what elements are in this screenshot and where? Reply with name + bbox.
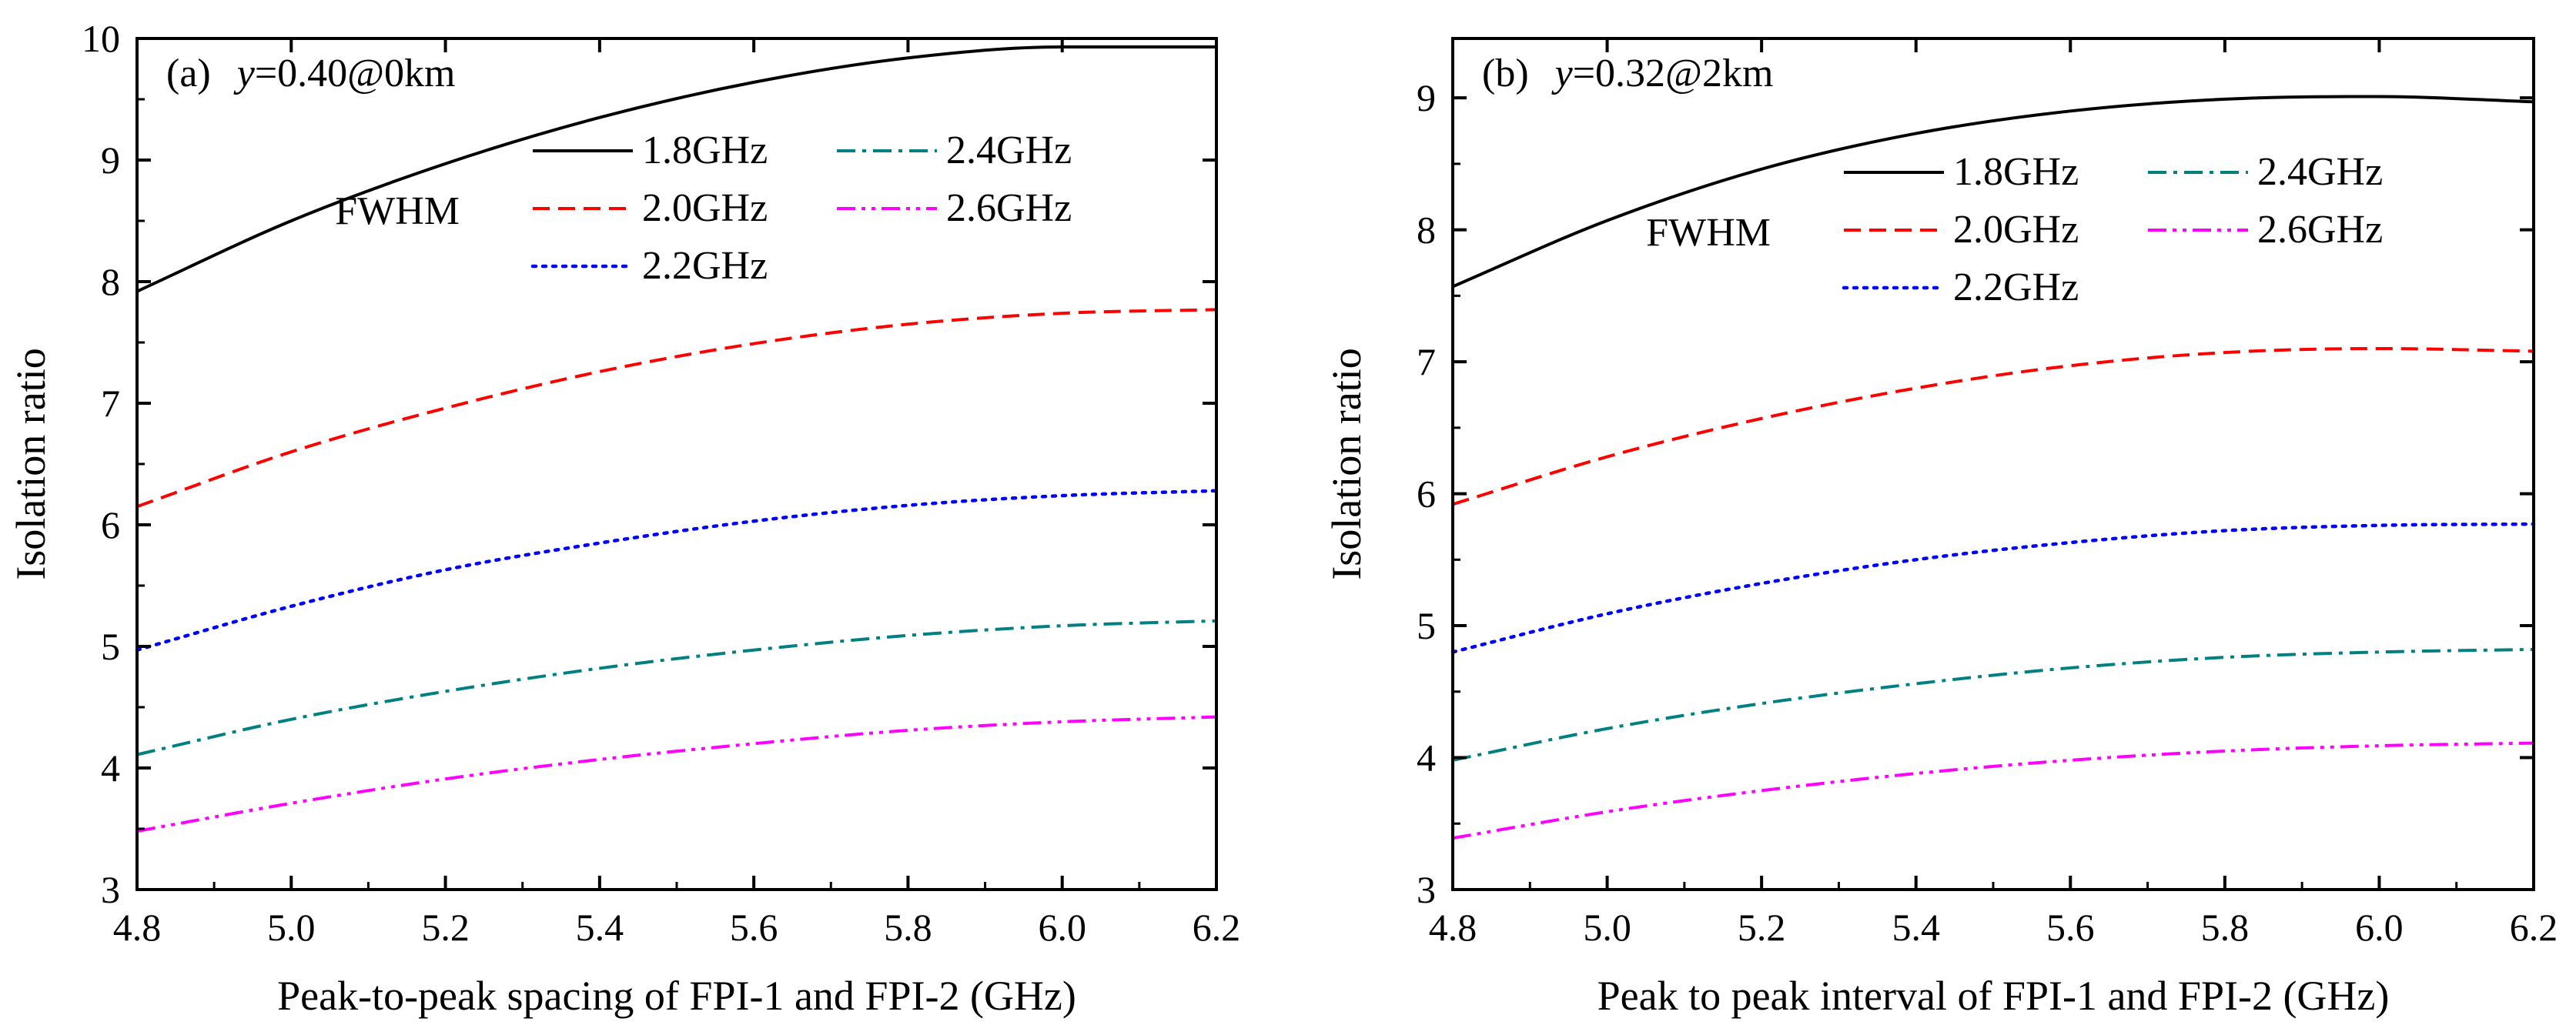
series-line-2-0ghz — [1452, 346, 2534, 506]
legend-label: 1.8GHz — [1953, 150, 2079, 194]
x-tick-label: 5.4 — [576, 906, 624, 949]
series-line-2-4ghz — [136, 619, 1217, 756]
x-tick-label: 5.8 — [2201, 906, 2250, 949]
condition-variable: y — [1551, 52, 1574, 95]
y-tick-label: 3 — [1417, 868, 1436, 911]
panel-label: (b) — [1482, 52, 1529, 95]
series-line-2-6ghz — [136, 715, 1217, 833]
legend-label: 2.2GHz — [642, 244, 768, 288]
panel-annotation: (b) y=0.32@2km — [1482, 52, 1773, 95]
legend-label: 2.4GHz — [946, 129, 1072, 172]
legend: 1.8GHz 2.0GHz 2.2GHz 2.4GHz 2.6GHz FWHM — [1646, 150, 2383, 309]
series-line-1-8ghz — [1452, 95, 2534, 289]
y-tick-label: 3 — [101, 868, 120, 911]
condition-value: =0.32@2km — [1573, 52, 1774, 95]
x-tick-label: 5.2 — [1738, 906, 1786, 949]
y-tick-label: 4 — [101, 746, 120, 790]
y-tick-label: 7 — [1417, 340, 1436, 383]
y-tick-label: 6 — [1417, 472, 1436, 516]
series-line-2-4ghz — [1452, 647, 2534, 762]
x-tick-label: 4.8 — [1429, 906, 1477, 949]
series-line-2-2ghz — [1450, 522, 2536, 654]
x-tick-label: 5.0 — [1583, 906, 1631, 949]
x-tick-label: 5.2 — [421, 906, 470, 949]
y-tick-label: 6 — [101, 503, 120, 546]
x-tick-label: 5.6 — [2046, 906, 2095, 949]
x-tick-label: 5.6 — [730, 906, 778, 949]
x-tick-label: 6.2 — [2510, 906, 2558, 949]
legend-label: 1.8GHz — [642, 129, 768, 172]
legend-label: 2.0GHz — [642, 186, 768, 230]
legend-label: 2.4GHz — [2257, 150, 2383, 194]
y-tick-label: 10 — [82, 17, 120, 60]
legend-title: FWHM — [1646, 211, 1771, 255]
y-tick-label: 9 — [101, 139, 120, 182]
chart-panel-a: 4.8 5.0 5.2 5.4 5.6 5.8 6.0 6.2 3 4 5 6 7 8 9 10 Peak-to… — [8, 17, 1240, 1019]
series-line-1-8ghz — [136, 45, 1216, 293]
y-tick-label: 7 — [101, 382, 120, 425]
x-tick-label: 5.0 — [267, 906, 316, 949]
condition-value: =0.40@0km — [255, 52, 456, 95]
condition-variable: y — [233, 52, 256, 95]
legend-label: 2.6GHz — [946, 186, 1072, 230]
y-tick-label: 4 — [1417, 736, 1436, 780]
y-axis-title: Isolation ratio — [1323, 348, 1370, 579]
legend-title: FWHM — [335, 189, 460, 233]
y-tick-label: 8 — [1417, 209, 1436, 252]
series-line-2-2ghz — [135, 489, 1219, 652]
series-line-2-0ghz — [136, 308, 1217, 509]
legend-label: 2.0GHz — [1953, 208, 2079, 252]
x-tick-label: 5.8 — [884, 906, 932, 949]
y-tick-label: 8 — [101, 260, 120, 303]
legend-label: 2.6GHz — [2257, 208, 2383, 252]
panel-annotation: (a) y=0.40@0km — [166, 52, 455, 95]
y-tick-label: 5 — [1417, 604, 1436, 647]
x-tick-label: 5.4 — [1892, 906, 1940, 949]
y-axis-title: Isolation ratio — [8, 348, 54, 579]
x-axis-title: Peak-to-peak spacing of FPI-1 and FPI-2 … — [277, 973, 1076, 1019]
x-tick-label: 4.8 — [113, 906, 162, 949]
series-line-2-6ghz — [1452, 741, 2534, 840]
legend: 1.8GHz 2.0GHz 2.2GHz 2.4GHz 2.6GHz FWHM — [335, 129, 1072, 288]
legend-label: 2.2GHz — [1953, 265, 2079, 309]
x-tick-label: 6.0 — [2355, 906, 2404, 949]
y-tick-label: 9 — [1417, 76, 1436, 119]
y-tick-label: 5 — [101, 625, 120, 668]
x-tick-label: 6.0 — [1038, 906, 1086, 949]
x-axis-title: Peak to peak interval of FPI-1 and FPI-2… — [1597, 973, 2390, 1019]
chart-panel-b: 4.8 5.0 5.2 5.4 5.6 5.8 6.0 6.2 3 4 5 6 7 8 9 Peak to p… — [1323, 37, 2558, 1019]
x-tick-label: 6.2 — [1193, 906, 1241, 949]
panel-label: (a) — [166, 52, 211, 95]
